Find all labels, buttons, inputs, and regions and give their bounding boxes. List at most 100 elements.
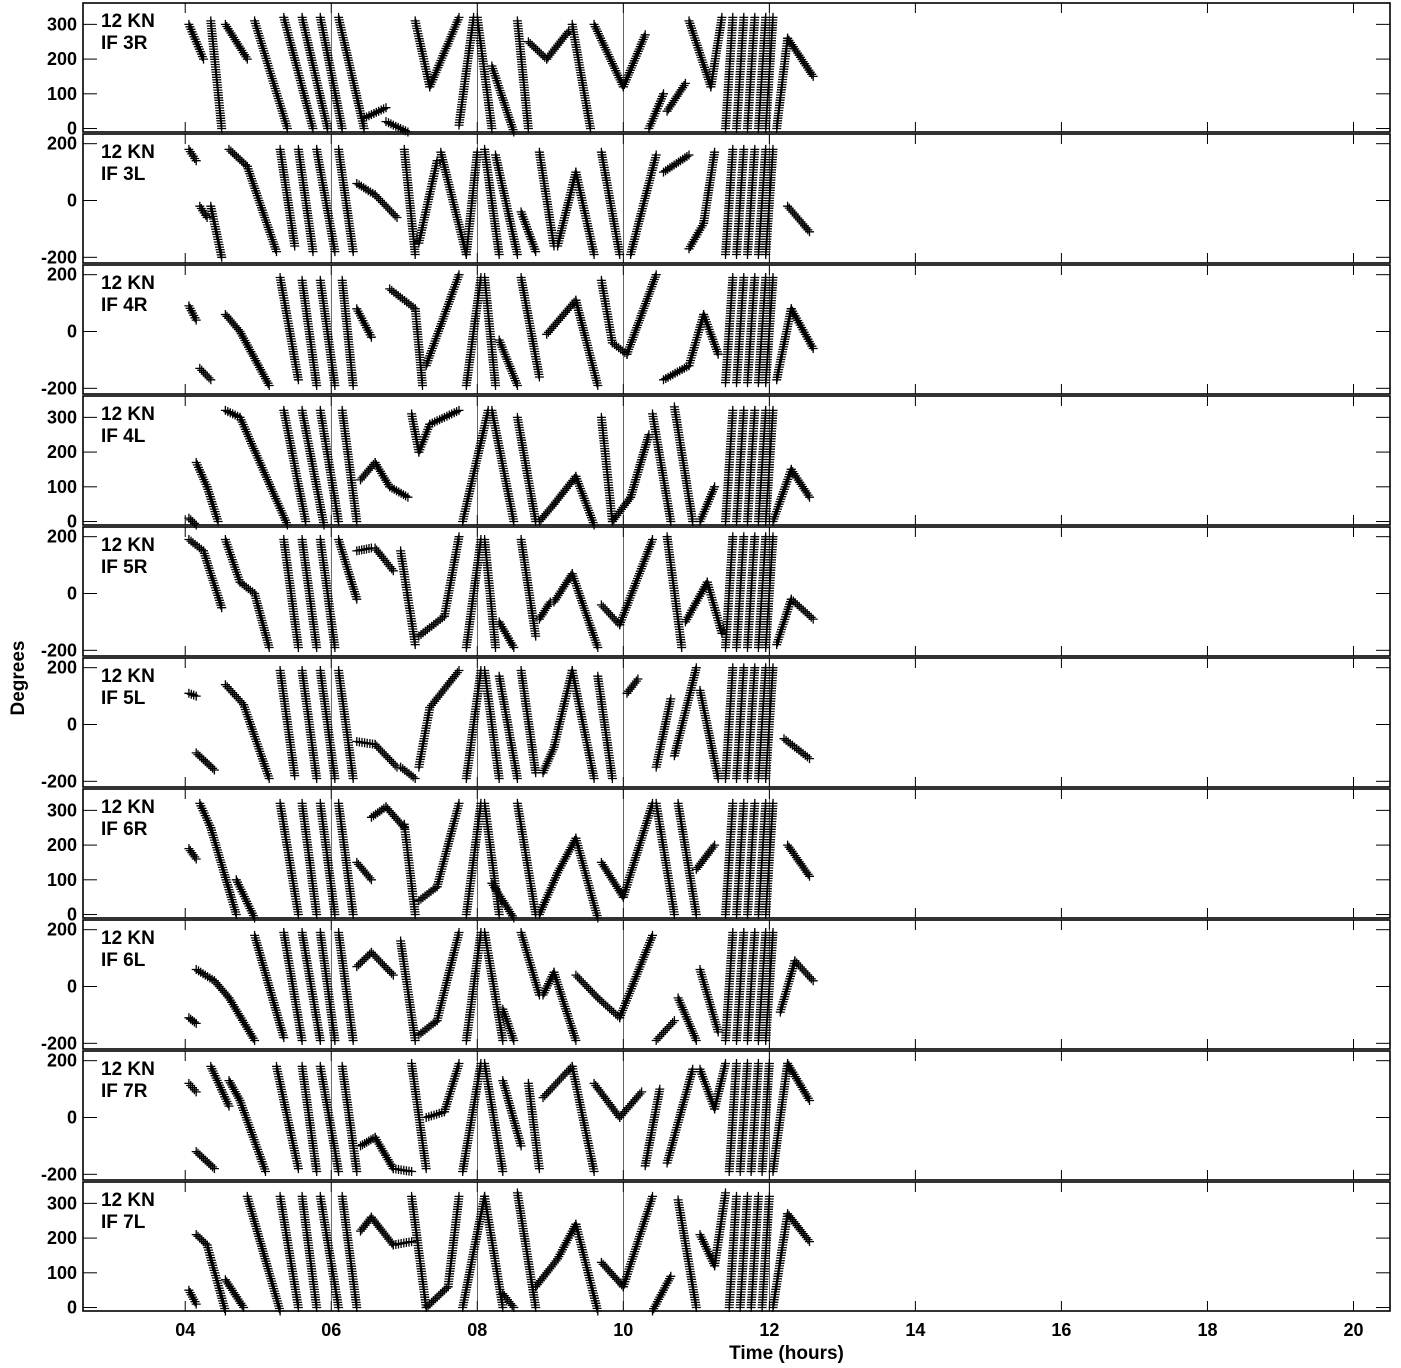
data-point-series-12 [421, 270, 464, 371]
data-point-series-18 [538, 742, 559, 778]
panel-label-line1: 12 KN [101, 142, 155, 163]
data-point-series-31 [753, 405, 771, 526]
data-point-series-20 [531, 1254, 563, 1292]
data-point-series-23 [615, 535, 657, 630]
data-point-series-25 [684, 218, 709, 254]
data-point-series-16 [458, 405, 493, 526]
data-point-series-1 [184, 844, 201, 864]
data-point-series-2 [195, 363, 216, 385]
data-point-series-21 [567, 569, 603, 652]
data-point-series-15 [494, 335, 522, 390]
data-point-series-3 [206, 823, 241, 919]
data-point-series-8 [315, 1061, 344, 1176]
data-point-series-32 [761, 405, 778, 526]
x-tick-label: 18 [1197, 1320, 1217, 1340]
data-point-series-17 [516, 666, 541, 778]
data-point-series-31 [746, 1191, 763, 1312]
y-tick-label: 0 [67, 1298, 77, 1318]
data-point-series-27 [743, 273, 760, 388]
data-point-series-23 [607, 492, 636, 526]
data-point-series-21 [622, 270, 661, 359]
data-point-series-10 [381, 117, 413, 137]
data-point-series-30 [753, 144, 771, 259]
data-point-series-28 [710, 1188, 730, 1271]
y-tick-label: 300 [47, 407, 77, 427]
data-point-series-34 [786, 464, 814, 502]
data-point-series-23 [662, 78, 690, 116]
data-point-series-27 [721, 532, 738, 652]
data-point-series-9 [352, 304, 376, 342]
panel-label-line1: 12 KN [101, 404, 155, 425]
data-point-series-26 [699, 147, 720, 228]
panel-label-line2: IF 6L [101, 950, 146, 971]
data-point-series-33 [783, 1059, 814, 1105]
y-tick-label: 200 [47, 265, 77, 285]
data-point-series-28 [732, 798, 749, 919]
y-tick-label: 200 [47, 527, 77, 547]
panel-frame [82, 133, 1391, 264]
data-point-series-14 [432, 928, 464, 1026]
data-point-series-14 [414, 419, 435, 457]
data-point-series-29 [753, 12, 771, 133]
data-point-series-8 [337, 275, 358, 390]
data-point-series-29 [732, 405, 749, 526]
data-point-series-6 [297, 275, 322, 390]
data-point-series-15 [487, 61, 519, 137]
data-point-series-8 [315, 928, 340, 1045]
data-point-series-25 [695, 685, 723, 783]
data-point-series-32 [757, 1191, 774, 1312]
data-point-series-1 [184, 688, 201, 701]
data-point-series-3 [220, 535, 245, 587]
data-point-series-25 [662, 1064, 698, 1168]
data-point-series-29 [761, 273, 778, 388]
data-point-series-31 [761, 928, 778, 1045]
x-axis-title: Time (hours) [729, 1343, 844, 1364]
data-point-series-4 [220, 1275, 249, 1312]
panel-label-line2: IF 3L [101, 164, 146, 185]
data-point-series-26 [695, 965, 723, 1037]
data-point-series-11 [366, 1212, 398, 1250]
data-point-series-6 [297, 666, 322, 783]
panel-frame [82, 1050, 1391, 1181]
y-tick-label: 200 [47, 920, 77, 940]
data-point-series-9 [334, 144, 358, 257]
y-tick-label: 0 [67, 322, 77, 342]
data-point-series-19 [596, 275, 617, 348]
data-point-series-15 [443, 1191, 464, 1292]
data-point-series-21 [571, 471, 599, 530]
data-point-series-15 [461, 798, 486, 919]
data-point-series-17 [487, 405, 519, 526]
data-point-series-16 [512, 16, 533, 133]
data-point-series-7 [315, 275, 340, 390]
data-point-series-19 [512, 1188, 541, 1312]
data-point-series-30 [753, 928, 771, 1045]
data-point-series-24 [651, 798, 679, 919]
data-point-series-18 [516, 207, 541, 257]
y-tick-label: -200 [41, 247, 77, 267]
data-point-series-21 [618, 30, 650, 92]
x-tick-label: 16 [1051, 1320, 1071, 1340]
data-point-series-24 [618, 1191, 657, 1292]
data-point-series-5 [235, 412, 292, 530]
data-point-series-12 [414, 703, 435, 772]
x-tick-label: 10 [613, 1320, 633, 1340]
data-point-series-24 [626, 430, 654, 502]
data-point-series-2 [199, 546, 227, 613]
data-point-series-19 [523, 1078, 544, 1174]
data-point-series-25 [673, 993, 701, 1045]
y-tick-label: 200 [47, 658, 77, 678]
data-point-series-6 [279, 535, 303, 652]
data-point-series-5 [235, 1096, 270, 1176]
data-point-series-29 [753, 663, 771, 783]
data-point-series-8 [334, 666, 358, 783]
data-point-series-27 [710, 1059, 730, 1114]
data-point-series-20 [549, 967, 581, 1045]
data-point-series-11 [396, 762, 420, 783]
data-point-series-25 [648, 409, 676, 526]
data-point-series-4 [239, 700, 274, 783]
data-point-series-4 [224, 144, 252, 171]
